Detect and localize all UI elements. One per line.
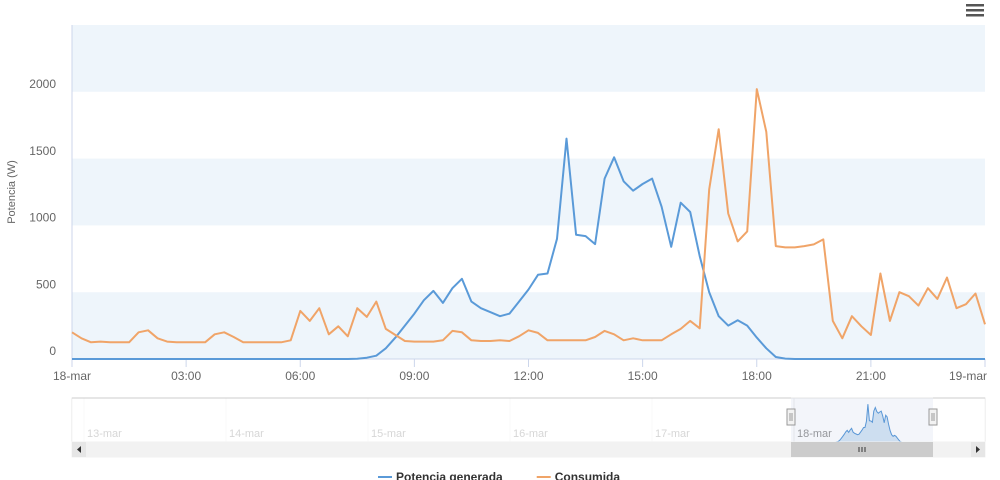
y-axis-title: Potencia (W) xyxy=(6,160,18,224)
arrow xyxy=(976,446,980,453)
x-tick-label: 09:00 xyxy=(399,369,429,383)
legend-item[interactable]: Potencia generada xyxy=(378,470,503,480)
y-tick-label: 500 xyxy=(36,277,56,291)
navigator-handle[interactable] xyxy=(786,408,796,426)
menu-bar xyxy=(966,9,984,12)
menu-bar xyxy=(966,4,984,7)
series-line xyxy=(71,88,986,344)
grid-band xyxy=(72,25,985,92)
navigator-label: 18-mar xyxy=(797,428,832,440)
navigator-selection xyxy=(791,398,933,442)
x-tick-label: 06:00 xyxy=(285,369,315,383)
x-tick-label: 19-mar xyxy=(949,369,987,383)
series-line xyxy=(72,137,985,360)
y-tick-label: 2000 xyxy=(29,77,56,91)
x-tick-label: 15:00 xyxy=(628,369,658,383)
navigator-mask xyxy=(72,398,791,442)
x-tick-label: 18:00 xyxy=(742,369,772,383)
y-tick-label: 1500 xyxy=(29,144,56,158)
x-tick-label: 03:00 xyxy=(171,369,201,383)
legend-label: Consumida xyxy=(555,470,621,480)
grid-band xyxy=(72,292,985,359)
x-tick-label: 18-mar xyxy=(53,369,91,383)
navigator-handle[interactable] xyxy=(928,408,938,426)
navigator-mask xyxy=(933,398,985,442)
arrow xyxy=(77,446,81,453)
menu-bar xyxy=(966,14,984,17)
x-tick-label: 12:00 xyxy=(513,369,543,383)
x-tick-label: 21:00 xyxy=(856,369,886,383)
legend-item[interactable]: Consumida xyxy=(536,470,621,480)
y-tick-label: 0 xyxy=(49,344,56,358)
legend-label: Potencia generada xyxy=(396,470,503,480)
grid-band xyxy=(72,158,985,226)
menu-icon[interactable] xyxy=(964,2,986,18)
y-tick-label: 1000 xyxy=(29,211,56,225)
